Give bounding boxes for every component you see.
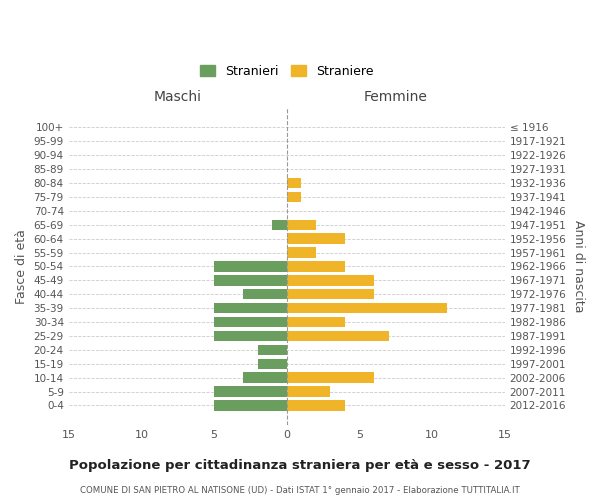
Bar: [287, 275, 374, 285]
Bar: [214, 275, 287, 285]
Bar: [214, 400, 287, 410]
Text: Maschi: Maschi: [154, 90, 202, 104]
Bar: [287, 248, 316, 258]
Bar: [214, 331, 287, 341]
Legend: Stranieri, Straniere: Stranieri, Straniere: [195, 60, 379, 83]
Text: COMUNE DI SAN PIETRO AL NATISONE (UD) - Dati ISTAT 1° gennaio 2017 - Elaborazion: COMUNE DI SAN PIETRO AL NATISONE (UD) - …: [80, 486, 520, 495]
Bar: [287, 289, 374, 300]
Y-axis label: Fasce di età: Fasce di età: [15, 229, 28, 304]
Bar: [257, 358, 287, 369]
Bar: [272, 220, 287, 230]
Text: Femmine: Femmine: [364, 90, 428, 104]
Bar: [287, 372, 374, 383]
Bar: [243, 289, 287, 300]
Bar: [214, 317, 287, 328]
Bar: [287, 220, 316, 230]
Bar: [214, 386, 287, 397]
Y-axis label: Anni di nascita: Anni di nascita: [572, 220, 585, 312]
Bar: [257, 344, 287, 355]
Bar: [287, 303, 446, 314]
Bar: [287, 234, 345, 244]
Bar: [287, 386, 331, 397]
Text: Popolazione per cittadinanza straniera per età e sesso - 2017: Popolazione per cittadinanza straniera p…: [69, 460, 531, 472]
Bar: [243, 372, 287, 383]
Bar: [287, 178, 301, 188]
Bar: [214, 303, 287, 314]
Bar: [287, 192, 301, 202]
Bar: [287, 331, 389, 341]
Bar: [287, 317, 345, 328]
Bar: [214, 261, 287, 272]
Bar: [287, 261, 345, 272]
Bar: [287, 400, 345, 410]
